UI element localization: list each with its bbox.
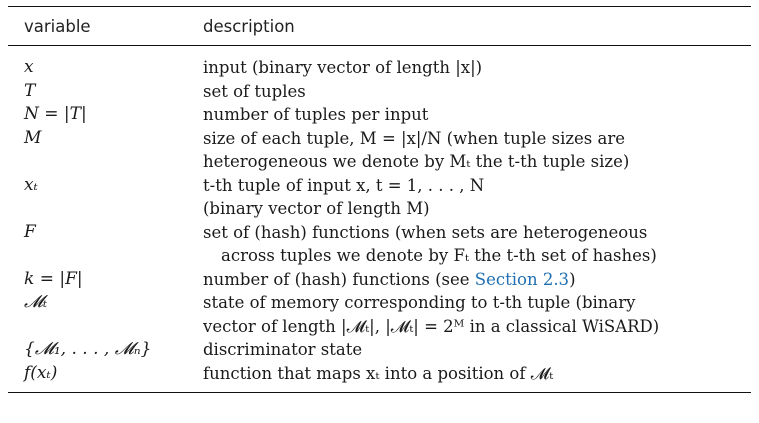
table-header-row: variable description xyxy=(8,7,751,45)
description-line: state of memory corresponding to t-th tu… xyxy=(203,293,636,312)
row-description: set of (hash) functions (when sets are h… xyxy=(203,221,751,268)
table-row: M size of each tuple, M = |x|/N (when tu… xyxy=(8,127,751,174)
row-variable: F xyxy=(24,221,36,242)
row-description: t-th tuple of input x, t = 1, . . . , N … xyxy=(203,174,751,221)
row-variable: M xyxy=(24,127,42,148)
description-text: number of (hash) functions (see xyxy=(203,269,475,289)
description-line: t-th tuple of input x, t = 1, . . . , N xyxy=(203,175,485,195)
row-description: state of memory corresponding to t-th tu… xyxy=(203,291,751,338)
row-variable: k = |F| xyxy=(24,268,83,289)
table-row: k = |F| number of (hash) functions (see … xyxy=(8,268,751,292)
table-row: F set of (hash) functions (when sets are… xyxy=(8,221,751,268)
row-description: set of tuples xyxy=(203,80,751,104)
description-line: across tuples we denote by Fₜ the t-th s… xyxy=(221,246,657,265)
description-line: function that maps xₜ into a position of… xyxy=(203,363,554,383)
header-description: description xyxy=(203,16,295,36)
table-bottom-rule xyxy=(8,392,751,393)
table-header-rule xyxy=(8,45,751,46)
description-line: number of tuples per input xyxy=(203,105,429,124)
row-variable: xₜ xyxy=(24,174,38,195)
row-description: input (binary vector of length |x|) xyxy=(203,56,751,80)
row-variable: T xyxy=(24,80,36,101)
header-variable: variable xyxy=(24,16,91,36)
description-line: heterogeneous we denote by Mₜ the t-th t… xyxy=(203,152,630,171)
row-variable: 𝓜ₜ xyxy=(24,292,48,312)
row-description: function that maps xₜ into a position of… xyxy=(203,362,751,386)
table-row: 𝓜ₜ state of memory corresponding to t-th… xyxy=(8,291,751,338)
table-row: {𝓜₁, . . . , 𝓜ₙ} discriminator state xyxy=(8,338,751,362)
table-row: N = |T| number of tuples per input xyxy=(8,103,751,127)
table-row: f(xₜ) function that maps xₜ into a posit… xyxy=(8,362,751,386)
description-line: input (binary vector of length |x|) xyxy=(203,58,483,77)
row-variable: {𝓜₁, . . . , 𝓜ₙ} xyxy=(24,339,152,359)
description-text: ) xyxy=(569,269,576,289)
variables-table: variable description x input (binary vec… xyxy=(8,6,751,393)
row-description: number of (hash) functions (see Section … xyxy=(203,268,751,292)
table-body: x input (binary vector of length |x|) T … xyxy=(8,46,751,392)
row-description: number of tuples per input xyxy=(203,103,751,127)
description-line: set of (hash) functions (when sets are h… xyxy=(203,222,648,242)
section-link[interactable]: Section 2.3 xyxy=(474,269,570,289)
description-line: set of tuples xyxy=(203,81,306,101)
table-top-rule xyxy=(8,6,751,7)
table-row: xₜ t-th tuple of input x, t = 1, . . . ,… xyxy=(8,174,751,221)
row-description: discriminator state xyxy=(203,338,751,362)
row-variable: f(xₜ) xyxy=(24,362,58,383)
description-line: size of each tuple, M = |x|/N (when tupl… xyxy=(203,128,626,148)
row-description: size of each tuple, M = |x|/N (when tupl… xyxy=(203,127,751,174)
row-variable: N = |T| xyxy=(24,104,87,124)
description-line: discriminator state xyxy=(203,340,363,359)
table-row: x input (binary vector of length |x|) xyxy=(8,56,751,80)
row-variable: x xyxy=(24,57,34,77)
description-line-with-link: number of (hash) functions (see Section … xyxy=(203,268,751,292)
description-line: vector of length |𝓜ₜ|, |𝓜ₜ| = 2ᴹ in a cl… xyxy=(203,316,660,336)
table-row: T set of tuples xyxy=(8,80,751,104)
description-line: (binary vector of length M) xyxy=(203,199,430,218)
